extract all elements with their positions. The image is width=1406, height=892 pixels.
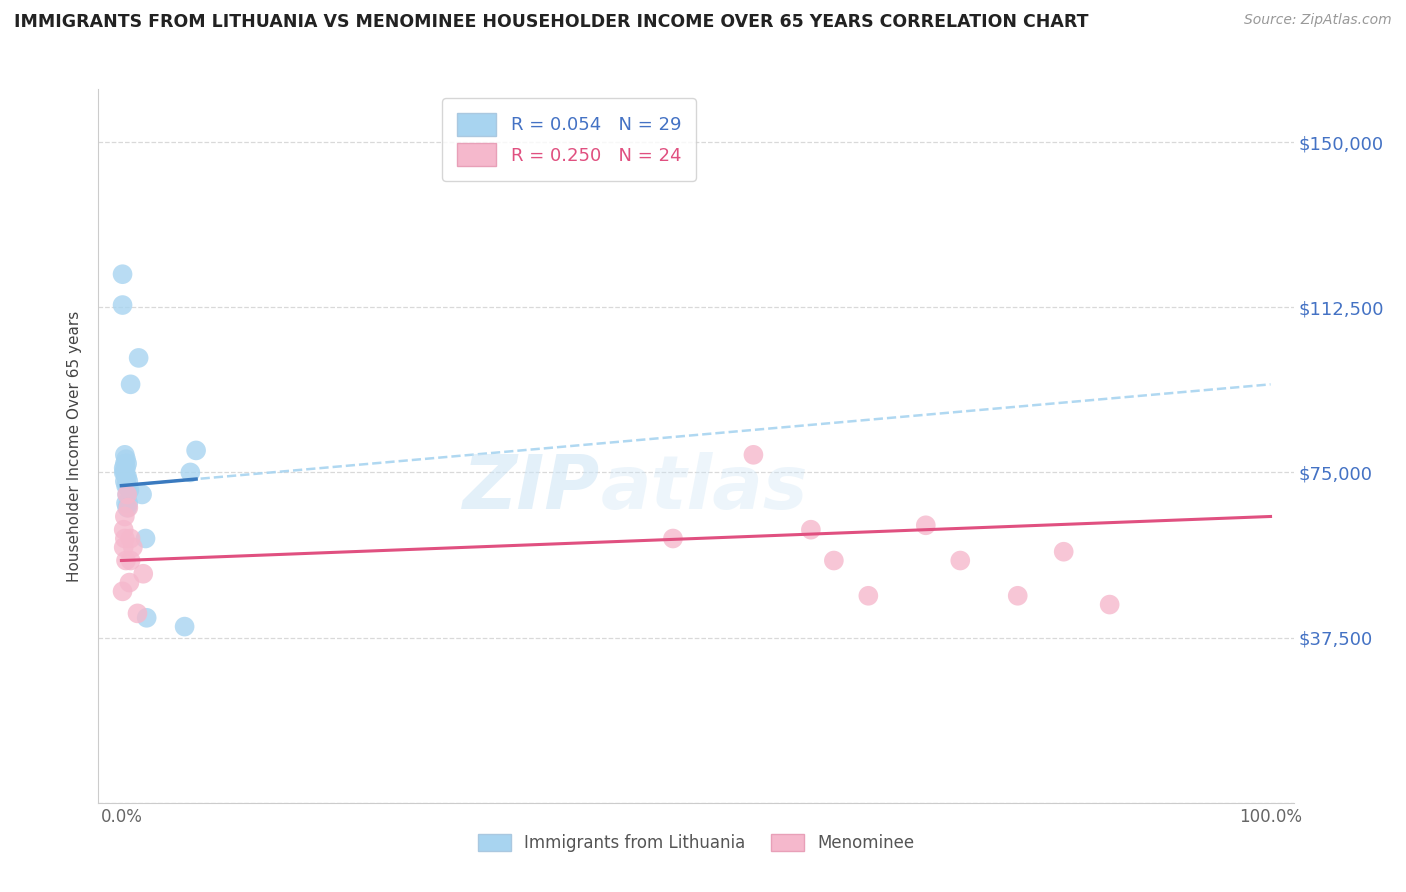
Point	[117, 496, 139, 510]
Point	[135, 611, 157, 625]
Point	[742, 448, 765, 462]
Point	[127, 607, 149, 621]
Point	[117, 500, 139, 515]
Point	[114, 448, 136, 462]
Point	[112, 466, 135, 480]
Point	[120, 553, 142, 567]
Text: Source: ZipAtlas.com: Source: ZipAtlas.com	[1244, 13, 1392, 28]
Point	[128, 351, 150, 365]
Point	[118, 483, 141, 497]
Text: atlas: atlas	[600, 452, 808, 525]
Point	[111, 267, 134, 281]
Text: IMMIGRANTS FROM LITHUANIA VS MENOMINEE HOUSEHOLDER INCOME OVER 65 YEARS CORRELAT: IMMIGRANTS FROM LITHUANIA VS MENOMINEE H…	[14, 13, 1088, 31]
Point	[115, 470, 138, 484]
Point	[662, 532, 685, 546]
Point	[115, 496, 138, 510]
Point	[120, 532, 142, 546]
Point	[131, 487, 153, 501]
Point	[135, 532, 157, 546]
Point	[117, 475, 139, 489]
Point	[115, 461, 138, 475]
Point	[823, 553, 845, 567]
Legend: Immigrants from Lithuania, Menominee: Immigrants from Lithuania, Menominee	[471, 827, 921, 859]
Point	[1053, 545, 1076, 559]
Point	[115, 478, 138, 492]
Point	[914, 518, 936, 533]
Point	[800, 523, 823, 537]
Point	[115, 457, 138, 471]
Point	[111, 298, 134, 312]
Point	[118, 575, 141, 590]
Point	[184, 443, 207, 458]
Point	[111, 584, 134, 599]
Point	[115, 500, 138, 515]
Point	[112, 461, 135, 475]
Y-axis label: Householder Income Over 65 years: Householder Income Over 65 years	[67, 310, 83, 582]
Point	[115, 553, 138, 567]
Point	[114, 475, 136, 489]
Point	[115, 487, 138, 501]
Point	[173, 619, 195, 633]
Text: ZIP: ZIP	[463, 452, 600, 525]
Point	[115, 470, 138, 484]
Point	[122, 541, 145, 555]
Point	[114, 532, 136, 546]
Point	[1007, 589, 1029, 603]
Point	[112, 523, 135, 537]
Point	[114, 457, 136, 471]
Point	[132, 566, 155, 581]
Point	[120, 377, 142, 392]
Point	[1098, 598, 1121, 612]
Point	[179, 466, 201, 480]
Point	[115, 452, 138, 467]
Point	[949, 553, 972, 567]
Point	[114, 509, 136, 524]
Point	[858, 589, 880, 603]
Point	[112, 541, 135, 555]
Point	[115, 487, 138, 501]
Point	[115, 478, 138, 492]
Point	[114, 466, 136, 480]
